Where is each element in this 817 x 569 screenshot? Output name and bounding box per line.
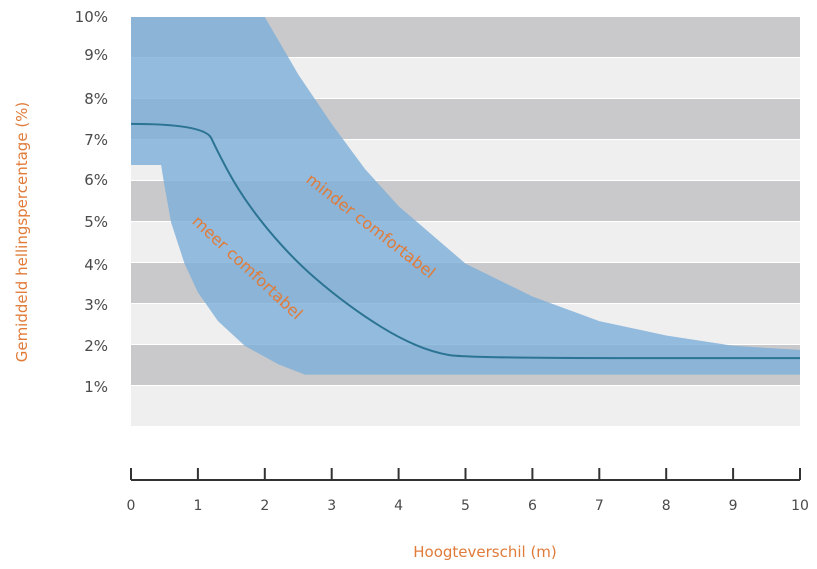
- y-tick-label: 4%: [84, 256, 108, 274]
- x-tick-label: 6: [528, 498, 537, 514]
- y-tick-label: 1%: [84, 378, 108, 396]
- y-tick-label: 6%: [84, 171, 108, 189]
- range-area: [131, 17, 800, 375]
- x-tick-label: 9: [729, 498, 738, 514]
- y-tick-labels: 1% 2% 3% 4% 5% 6% 7% 8% 9% 10%: [75, 8, 108, 396]
- main-line: [130, 122, 800, 360]
- x-tick-label: 0: [127, 498, 136, 514]
- y-tick-label: 8%: [84, 90, 108, 108]
- x-tick-label: 10: [791, 498, 809, 514]
- comfort-range-area: [131, 17, 800, 375]
- y-axis-label: Gemiddeld hellingspercentage (%): [13, 102, 31, 363]
- series-line: [130, 122, 800, 360]
- x-tick-label: 8: [662, 498, 671, 514]
- y-tick-label: 5%: [84, 213, 108, 231]
- y-tick-label: 2%: [84, 337, 108, 355]
- x-axis-label: Hoogteverschil (m): [413, 543, 557, 561]
- x-tick-label: 7: [595, 498, 604, 514]
- y-tick-label: 9%: [84, 46, 108, 64]
- x-tick-label: 2: [260, 498, 269, 514]
- x-tick-label: 3: [327, 498, 336, 514]
- x-tick-label: 1: [193, 498, 202, 514]
- grid-band: [131, 386, 800, 426]
- y-tick-label: 7%: [84, 131, 108, 149]
- x-tick-label: 4: [394, 498, 403, 514]
- y-tick-label: 10%: [75, 8, 108, 26]
- x-tick-label: 5: [461, 498, 470, 514]
- x-axis: 0 1 2 3 4 5 6 7 8 9 10: [127, 468, 809, 514]
- y-tick-label: 3%: [84, 296, 108, 314]
